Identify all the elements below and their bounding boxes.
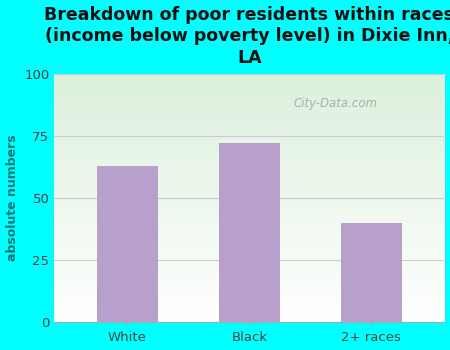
Bar — [219, 143, 280, 322]
Y-axis label: absolute numbers: absolute numbers — [5, 135, 18, 261]
Text: City-Data.com: City-Data.com — [293, 97, 377, 110]
Title: Breakdown of poor residents within races
(income below poverty level) in Dixie I: Breakdown of poor residents within races… — [45, 6, 450, 66]
Bar — [341, 223, 402, 322]
Bar — [97, 166, 158, 322]
